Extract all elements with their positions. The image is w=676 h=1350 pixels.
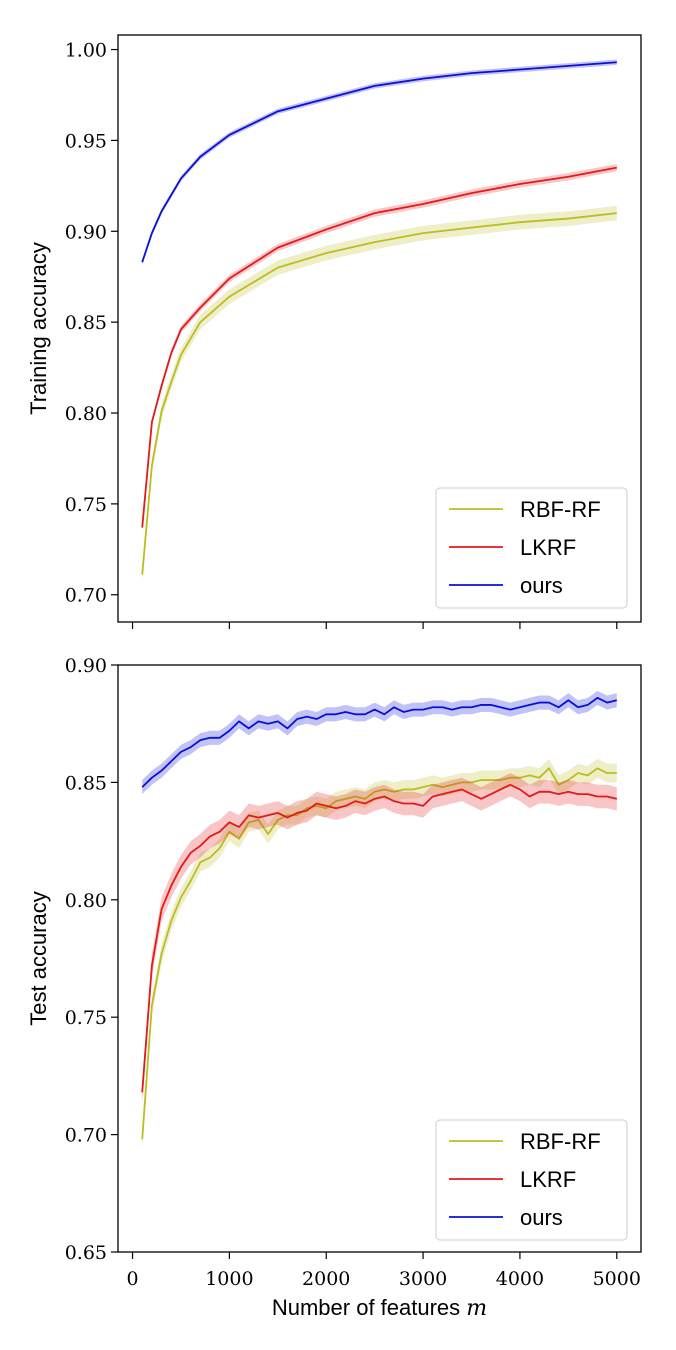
legend: RBF-RF LKRF ours: [435, 487, 628, 609]
series-line-lkrf: [141, 783, 617, 1093]
legend: RBF-RF LKRF ours: [435, 1119, 628, 1241]
y-tick-label: 0.85: [65, 312, 107, 334]
x-tick-label: 0: [126, 1268, 138, 1290]
y-tick-label: 1.00: [65, 40, 107, 62]
y-tick-label: 0.90: [65, 655, 107, 677]
chart-panel-2: 0.65 0.70 0.75 0.80 0.85 0.90 0 1000 2000 3000 400…: [26, 655, 642, 1321]
x-tick-label: 3000: [399, 1268, 447, 1290]
legend-label: LKRF: [520, 535, 576, 560]
chart-panel-1: 0.70 0.75 0.80 0.85 0.90 0.95 1.00 Training acc…: [26, 34, 642, 629]
y-tick-label: 0.75: [65, 1007, 107, 1029]
y-tick-label: 0.70: [65, 1125, 107, 1147]
plot-area: [141, 690, 617, 1149]
y-tick-label: 0.80: [65, 403, 107, 425]
legend-label: RBF-RF: [520, 1129, 601, 1154]
legend-box: [435, 1119, 628, 1241]
y-tick-label: 0.90: [65, 221, 107, 243]
series-line-lkrf: [141, 166, 617, 528]
series-line-rbf-rf: [141, 767, 617, 1140]
y-axis-label: Training accuracy: [26, 242, 51, 415]
x-tick-label: 2000: [302, 1268, 350, 1290]
series-line-ours: [141, 696, 617, 788]
x-tick-label: 4000: [496, 1268, 544, 1290]
series-line-rbf-rf: [141, 212, 617, 575]
x-axis-label: Number of features m: [272, 1295, 487, 1321]
y-tick-label: 0.80: [65, 890, 107, 912]
legend-label: LKRF: [520, 1167, 576, 1192]
series-line-ours: [141, 61, 617, 263]
plot-area: [141, 59, 617, 583]
axes-frame: [117, 34, 642, 623]
series-band-ours: [142, 690, 617, 795]
y-axis-label: Test accuracy: [26, 891, 51, 1026]
legend-label: ours: [520, 573, 563, 598]
axes-frame: [117, 664, 642, 1253]
series-band-rbf-rf: [142, 758, 617, 1149]
y-tick-label: 0.65: [65, 1242, 107, 1264]
x-tick-label: 5000: [593, 1268, 641, 1290]
x-tick-label: 1000: [205, 1268, 253, 1290]
y-tick-label: 0.95: [65, 130, 107, 152]
y-tick-label: 0.75: [65, 494, 107, 516]
series-band-lkrf: [142, 773, 617, 1105]
legend-label: RBF-RF: [520, 497, 601, 522]
series-band-lkrf: [142, 164, 617, 532]
legend-label: ours: [520, 1205, 563, 1230]
y-tick-label: 0.85: [65, 772, 107, 794]
y-tick-label: 0.70: [65, 585, 107, 607]
legend-box: [435, 487, 628, 609]
